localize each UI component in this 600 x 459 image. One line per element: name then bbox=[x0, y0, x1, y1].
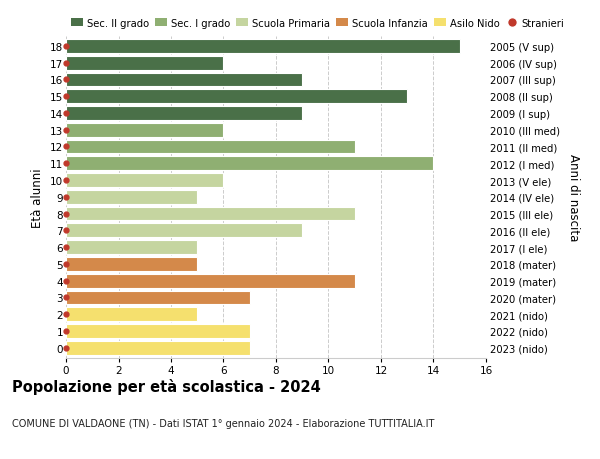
Bar bbox=[66, 291, 250, 305]
Bar bbox=[66, 207, 355, 221]
Bar bbox=[66, 90, 407, 104]
Y-axis label: Anni di nascita: Anni di nascita bbox=[566, 154, 580, 241]
Bar bbox=[66, 274, 355, 288]
Bar bbox=[66, 73, 302, 87]
Bar bbox=[66, 140, 355, 154]
Bar bbox=[66, 123, 223, 137]
Bar bbox=[66, 190, 197, 204]
Bar bbox=[66, 257, 197, 271]
Bar bbox=[66, 40, 460, 54]
Bar bbox=[66, 224, 302, 238]
Bar bbox=[66, 56, 223, 70]
Bar bbox=[66, 325, 250, 338]
Bar bbox=[66, 308, 197, 321]
Legend: Sec. II grado, Sec. I grado, Scuola Primaria, Scuola Infanzia, Asilo Nido, Stran: Sec. II grado, Sec. I grado, Scuola Prim… bbox=[71, 18, 565, 28]
Bar bbox=[66, 241, 197, 254]
Text: COMUNE DI VALDAONE (TN) - Dati ISTAT 1° gennaio 2024 - Elaborazione TUTTITALIA.I: COMUNE DI VALDAONE (TN) - Dati ISTAT 1° … bbox=[12, 418, 434, 428]
Bar bbox=[66, 107, 302, 121]
Bar bbox=[66, 341, 250, 355]
Y-axis label: Età alunni: Età alunni bbox=[31, 168, 44, 227]
Bar bbox=[66, 157, 433, 171]
Bar bbox=[66, 174, 223, 187]
Text: Popolazione per età scolastica - 2024: Popolazione per età scolastica - 2024 bbox=[12, 379, 321, 395]
